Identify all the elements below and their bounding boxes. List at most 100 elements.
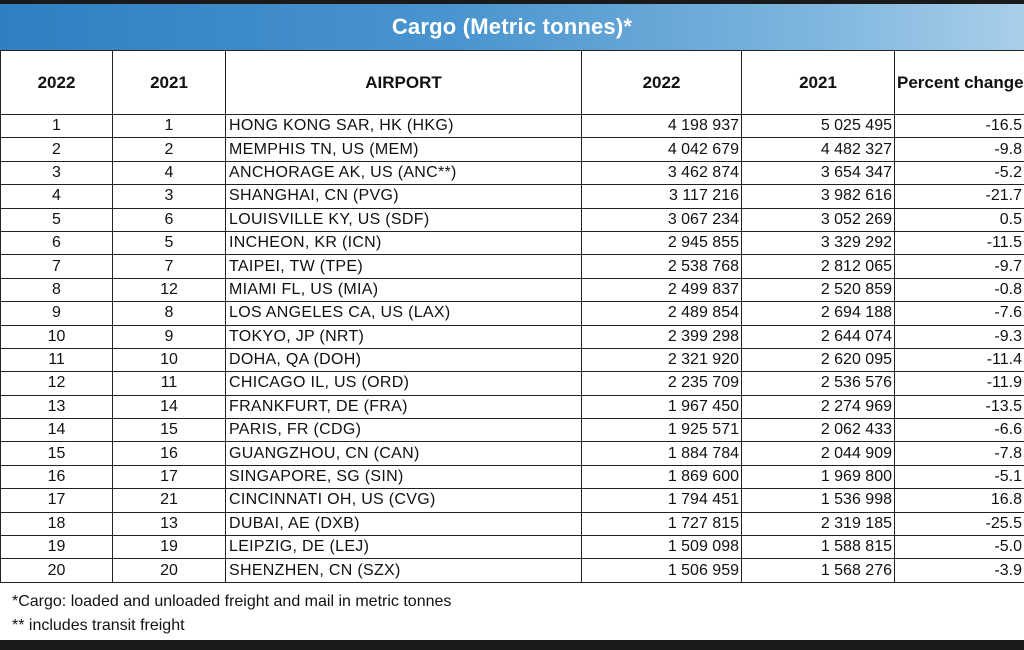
cell-cargo-2021: 2 062 433	[741, 418, 895, 443]
cell-rank-2022: 10	[0, 324, 113, 349]
cell-percent-change: -11.5	[894, 230, 1024, 256]
cell-rank-2021: 9	[112, 324, 226, 349]
cell-percent-change: 0.5	[894, 207, 1024, 232]
cell-cargo-2021: 1 536 998	[741, 488, 895, 513]
cell-cargo-2021: 2 644 074	[741, 324, 895, 349]
cell-airport: ANCHORAGE AK, US (ANC**)	[225, 160, 582, 186]
cell-percent-change: -9.3	[894, 324, 1024, 349]
cell-rank-2022: 8	[0, 277, 113, 303]
cell-rank-2022: 19	[0, 535, 113, 560]
cell-rank-2021: 10	[112, 347, 226, 373]
cell-rank-2022: 14	[0, 418, 113, 443]
table-row: 5 6 LOUISVILLE KY, US (SDF) 3 067 234 3 052 …	[0, 207, 1024, 232]
cell-percent-change: -16.5	[894, 113, 1024, 139]
cell-percent-change: -5.2	[894, 160, 1024, 186]
cell-percent-change: -5.1	[894, 464, 1024, 490]
cell-cargo-2021: 2 274 969	[741, 394, 895, 420]
cell-cargo-2022: 4 042 679	[581, 137, 742, 162]
cell-airport: LOUISVILLE KY, US (SDF)	[225, 207, 582, 232]
cargo-table: 2022 2021 AIRPORT 2022 2021 Percent chan…	[0, 50, 1024, 583]
table-row: 4 3 SHANGHAI, CN (PVG) 3 117 216 3 982 616 -2…	[0, 184, 1024, 209]
cell-cargo-2021: 2 620 095	[741, 347, 895, 373]
cell-airport: DUBAI, AE (DXB)	[225, 511, 582, 537]
table-row: 15 16 GUANGZHOU, CN (CAN) 1 884 784 2 044 90…	[0, 441, 1024, 466]
cell-cargo-2021: 1 568 276	[741, 558, 895, 583]
table-row: 20 20 SHENZHEN, CN (SZX) 1 506 959 1 568 276…	[0, 558, 1024, 583]
cell-percent-change: -3.9	[894, 558, 1024, 583]
cell-cargo-2021: 2 044 909	[741, 441, 895, 466]
cell-airport: CINCINNATI OH, US (CVG)	[225, 488, 582, 513]
table-row: 13 14 FRANKFURT, DE (FRA) 1 967 450 2 274 96…	[0, 394, 1024, 420]
footnote-transit: ** includes transit freight	[12, 617, 185, 634]
cell-rank-2021: 20	[112, 558, 226, 583]
table-row: 8 12 MIAMI FL, US (MIA) 2 499 837 2 520 859-…	[0, 277, 1024, 303]
cell-airport: GUANGZHOU, CN (CAN)	[225, 441, 582, 466]
cell-airport: INCHEON, KR (ICN)	[225, 230, 582, 256]
table-row: 17 21 CINCINNATI OH, US (CVG) 1 794 451 1 53…	[0, 488, 1024, 513]
table-row: 1 1 HONG KONG SAR, HK (HKG) 4 198 937 5 025 …	[0, 113, 1024, 139]
cell-rank-2022: 17	[0, 488, 113, 513]
cell-percent-change: -0.8	[894, 277, 1024, 303]
cell-rank-2021: 15	[112, 418, 226, 443]
cell-cargo-2022: 1 869 600	[581, 464, 742, 490]
cell-cargo-2022: 3 117 216	[581, 184, 742, 209]
cell-cargo-2021: 1 588 815	[741, 535, 895, 560]
cell-cargo-2022: 2 235 709	[581, 371, 742, 396]
cell-airport: FRANKFURT, DE (FRA)	[225, 394, 582, 420]
cell-cargo-2022: 1 509 098	[581, 535, 742, 560]
cell-airport: DOHA, QA (DOH)	[225, 347, 582, 373]
cell-cargo-2022: 3 067 234	[581, 207, 742, 232]
cell-rank-2022: 1	[0, 113, 113, 139]
cell-percent-change: -11.4	[894, 347, 1024, 373]
table-row: 19 19 LEIPZIG, DE (LEJ) 1 509 098 1 588 815-…	[0, 535, 1024, 560]
table-row: 16 17 SINGAPORE, SG (SIN) 1 869 600 1 969 80…	[0, 464, 1024, 490]
header-rank-2022: 2022	[0, 50, 113, 115]
cell-airport: LOS ANGELES CA, US (LAX)	[225, 301, 582, 326]
cell-rank-2021: 17	[112, 464, 226, 490]
header-rank-2021: 2021	[112, 50, 226, 115]
cell-airport: PARIS, FR (CDG)	[225, 418, 582, 443]
cell-cargo-2021: 3 654 347	[741, 160, 895, 186]
cell-rank-2022: 20	[0, 558, 113, 583]
cell-airport: CHICAGO IL, US (ORD)	[225, 371, 582, 396]
cell-rank-2022: 12	[0, 371, 113, 396]
cell-rank-2022: 18	[0, 511, 113, 537]
cell-cargo-2022: 1 925 571	[581, 418, 742, 443]
cell-rank-2021: 11	[112, 371, 226, 396]
header-cargo-2022: 2022	[581, 50, 742, 115]
cell-rank-2021: 7	[112, 254, 226, 279]
table-row: 2 2 MEMPHIS TN, US (MEM) 4 042 679 4 482 327…	[0, 137, 1024, 162]
table-row: 12 11 CHICAGO IL, US (ORD) 2 235 709 2 536 5…	[0, 371, 1024, 396]
cell-airport: TOKYO, JP (NRT)	[225, 324, 582, 349]
footnotes: *Cargo: loaded and unloaded freight and …	[12, 590, 451, 638]
cell-airport: SHANGHAI, CN (PVG)	[225, 184, 582, 209]
cell-rank-2021: 1	[112, 113, 226, 139]
cell-rank-2021: 14	[112, 394, 226, 420]
cell-cargo-2022: 2 945 855	[581, 230, 742, 256]
cell-rank-2022: 5	[0, 207, 113, 232]
cell-cargo-2022: 3 462 874	[581, 160, 742, 186]
header-row: 2022 2021 AIRPORT 2022 2021 Percent chan…	[0, 50, 1024, 115]
table-row: 10 9 TOKYO, JP (NRT) 2 399 298 2 644 074 -9.3	[0, 324, 1024, 349]
cell-cargo-2021: 5 025 495	[741, 113, 895, 139]
cell-airport: SINGAPORE, SG (SIN)	[225, 464, 582, 490]
cell-rank-2022: 2	[0, 137, 113, 162]
footnote-cargo: *Cargo: loaded and unloaded freight and …	[12, 593, 452, 610]
cell-rank-2021: 12	[112, 277, 226, 303]
cell-airport: MIAMI FL, US (MIA)	[225, 277, 582, 303]
table-title: Cargo (Metric tonnes)*	[0, 4, 1024, 50]
table-row: 11 10 DOHA, QA (DOH) 2 321 920 2 620 095 -11.…	[0, 347, 1024, 373]
cell-rank-2021: 4	[112, 160, 226, 186]
cell-cargo-2021: 2 536 576	[741, 371, 895, 396]
top-edge	[0, 0, 1024, 4]
cell-airport: LEIPZIG, DE (LEJ)	[225, 535, 582, 560]
cell-cargo-2022: 4 198 937	[581, 113, 742, 139]
table-row: 6 5 INCHEON, KR (ICN) 2 945 855 3 329 292 -11…	[0, 230, 1024, 256]
cell-percent-change: -9.8	[894, 137, 1024, 162]
cell-airport: SHENZHEN, CN (SZX)	[225, 558, 582, 583]
cell-cargo-2022: 2 321 920	[581, 347, 742, 373]
cell-cargo-2021: 2 520 859	[741, 277, 895, 303]
cell-percent-change: -5.0	[894, 535, 1024, 560]
cell-rank-2021: 19	[112, 535, 226, 560]
